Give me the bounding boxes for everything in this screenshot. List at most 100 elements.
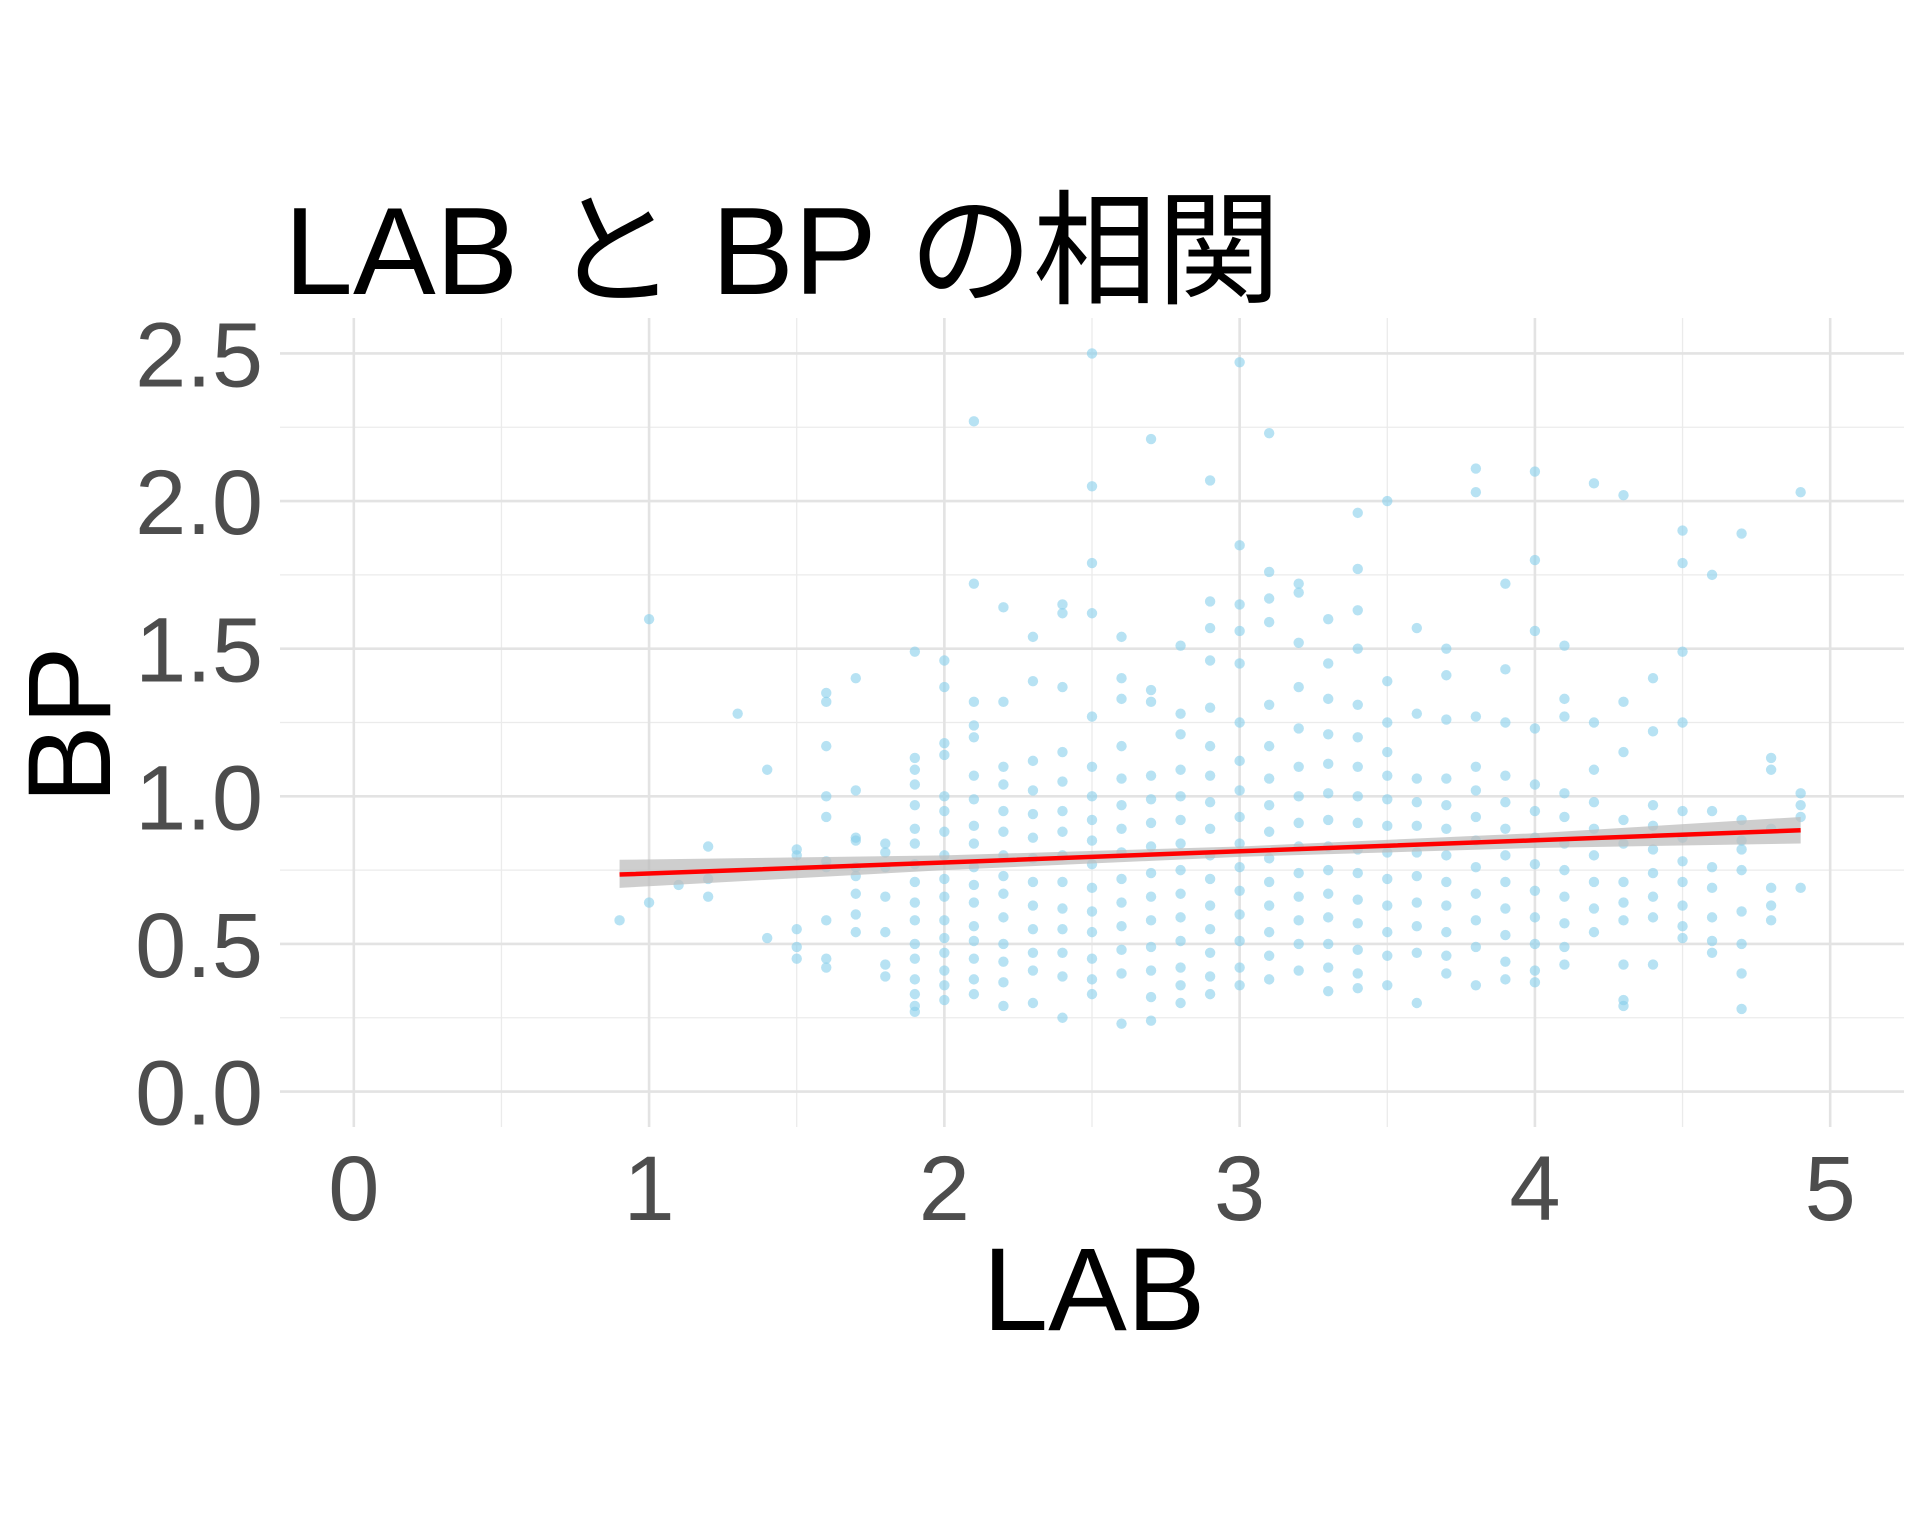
point: [821, 740, 832, 752]
point: [1116, 921, 1127, 932]
point: [1352, 732, 1363, 743]
point: [1470, 785, 1482, 796]
x-tick-label: 2: [919, 1138, 970, 1240]
point: [1057, 746, 1068, 758]
point: [939, 947, 950, 958]
point: [1145, 941, 1157, 953]
point: [1795, 799, 1806, 811]
point: [998, 805, 1009, 817]
x-axis-label: LAB: [982, 1224, 1205, 1356]
point: [1765, 752, 1777, 764]
point: [1470, 915, 1482, 926]
point: [821, 687, 832, 699]
point: [1057, 903, 1068, 914]
y-tick-label: 0.5: [135, 895, 263, 997]
point: [1175, 888, 1186, 899]
point: [1411, 997, 1423, 1009]
point: [1706, 935, 1718, 947]
point: [1765, 915, 1777, 926]
point: [939, 915, 950, 926]
point: [1086, 348, 1098, 359]
point: [1352, 944, 1363, 956]
point: [1647, 891, 1659, 902]
point: [1027, 997, 1039, 1009]
point: [1057, 1012, 1068, 1023]
point: [909, 897, 921, 908]
point: [1263, 826, 1275, 837]
point: [1647, 726, 1659, 737]
point: [998, 977, 1009, 988]
point: [1441, 950, 1452, 961]
x-tick-label: 4: [1509, 1138, 1560, 1240]
point: [1736, 906, 1747, 917]
point: [1382, 746, 1393, 758]
point: [1352, 643, 1363, 654]
point: [1382, 873, 1393, 885]
point: [1145, 915, 1157, 926]
point: [1441, 900, 1452, 911]
point: [1204, 873, 1216, 885]
point: [1618, 746, 1629, 758]
point: [1647, 867, 1659, 879]
point: [1411, 622, 1423, 634]
point: [1736, 1003, 1747, 1015]
point: [1027, 965, 1039, 976]
plot-marks: [614, 348, 1806, 1029]
point: [1293, 723, 1304, 734]
chart-title: LAB と BP の相関: [284, 183, 1281, 321]
point: [1145, 433, 1157, 445]
point: [1116, 799, 1127, 811]
point: [1470, 761, 1482, 772]
point: [1145, 891, 1157, 902]
point: [1204, 622, 1216, 634]
point: [1204, 823, 1216, 834]
point: [1706, 569, 1718, 581]
regression-line: [619, 828, 1801, 877]
point: [880, 971, 891, 982]
point: [1323, 912, 1334, 923]
y-tick-label: 0.0: [135, 1043, 263, 1145]
point: [1293, 867, 1304, 879]
point: [998, 602, 1009, 613]
point: [821, 962, 832, 973]
point: [968, 897, 980, 908]
point: [1529, 554, 1541, 566]
point: [1500, 717, 1511, 728]
point: [1057, 681, 1068, 693]
point: [1323, 758, 1334, 770]
point: [1647, 673, 1659, 684]
y-tick-label: 2.5: [135, 304, 263, 406]
point: [1086, 906, 1098, 917]
point: [1529, 723, 1541, 734]
point: [1057, 608, 1068, 619]
point: [1352, 761, 1363, 772]
point: [1293, 817, 1304, 829]
point: [1352, 605, 1363, 616]
point: [1204, 797, 1216, 808]
point: [1027, 876, 1039, 888]
point: [1234, 717, 1245, 728]
point: [998, 956, 1009, 967]
point: [1500, 823, 1511, 834]
point: [880, 838, 891, 849]
point: [1293, 891, 1304, 902]
point: [1352, 867, 1363, 879]
point: [1234, 861, 1245, 873]
point: [1352, 968, 1363, 979]
point: [939, 994, 950, 1006]
point: [968, 988, 980, 1000]
point: [1027, 785, 1039, 796]
point: [968, 953, 980, 964]
point: [1086, 761, 1098, 772]
point: [1441, 876, 1452, 888]
point: [1382, 980, 1393, 991]
point: [1736, 938, 1747, 950]
y-tick-label: 1.5: [135, 600, 263, 702]
point: [1677, 876, 1688, 888]
point: [791, 923, 802, 935]
point: [1145, 696, 1157, 708]
point: [1234, 755, 1245, 767]
point: [1175, 962, 1186, 973]
point: [1323, 788, 1334, 799]
